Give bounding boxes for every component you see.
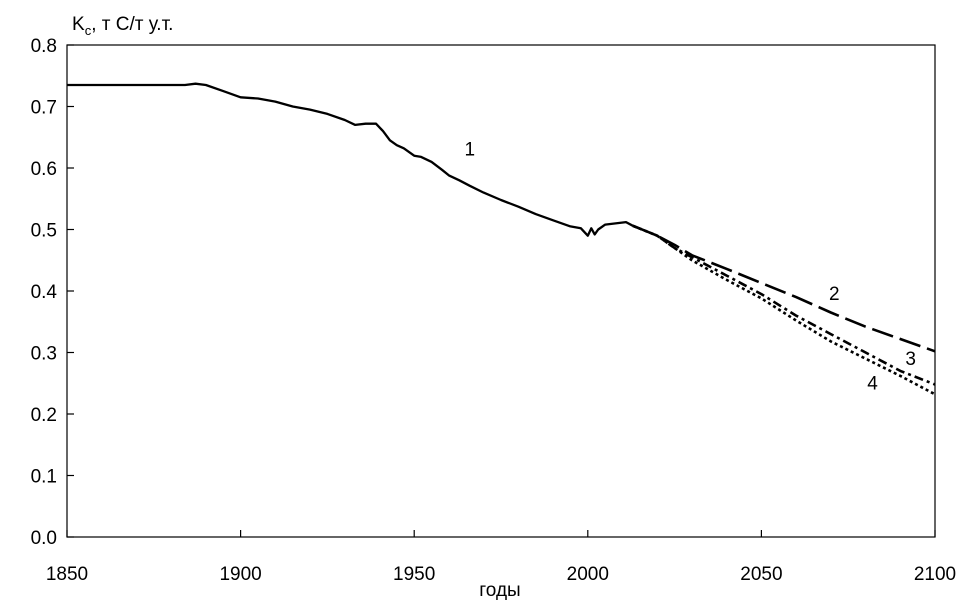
y-tick-label: 0.5 (31, 221, 57, 242)
x-tick-label: 2000 (567, 564, 609, 585)
y-tick-label: 0.3 (31, 344, 57, 365)
y-tick-label: 0.1 (31, 467, 57, 488)
y-axis-label: Kc, т С/т у.т. (72, 14, 173, 38)
series-line-1 (67, 82, 634, 237)
x-tick-label: 1850 (46, 564, 88, 585)
x-tick-label: 1950 (393, 564, 435, 585)
svg-text:Kc, т С/т у.т.: Kc, т С/т у.т. (72, 14, 173, 38)
series-line-4 (632, 224, 936, 396)
y-tick-label: 0.7 (31, 98, 57, 119)
series-label-1: 1 (464, 140, 475, 161)
x-tick-label: 2100 (914, 564, 956, 585)
x-axis-label: годы (479, 580, 520, 601)
series-line-3 (632, 224, 936, 386)
y-tick-label: 0.8 (31, 36, 57, 57)
y-tick-label: 0.6 (31, 159, 57, 180)
plot-frame (66, 44, 936, 538)
y-axis-label-subscript: c (85, 23, 92, 38)
y-axis-label-main: K (72, 14, 85, 35)
series-label-4: 4 (867, 373, 878, 394)
series-line-2 (632, 224, 936, 353)
series-label-2: 2 (829, 284, 840, 305)
plot-area: 0.0 0.1 0.2 0.3 0.4 0.5 0.6 0.7 0.8 1850 1900 1950 2… (31, 36, 957, 585)
y-tick-label: 0.0 (31, 528, 57, 549)
y-tick-label: 0.2 (31, 405, 57, 426)
x-tick-label: 2050 (740, 564, 782, 585)
y-tick-label: 0.4 (31, 282, 58, 303)
x-tick-label: 1900 (219, 564, 261, 585)
series-label-3: 3 (905, 349, 916, 370)
y-axis-label-rest: , т С/т у.т. (91, 14, 173, 35)
